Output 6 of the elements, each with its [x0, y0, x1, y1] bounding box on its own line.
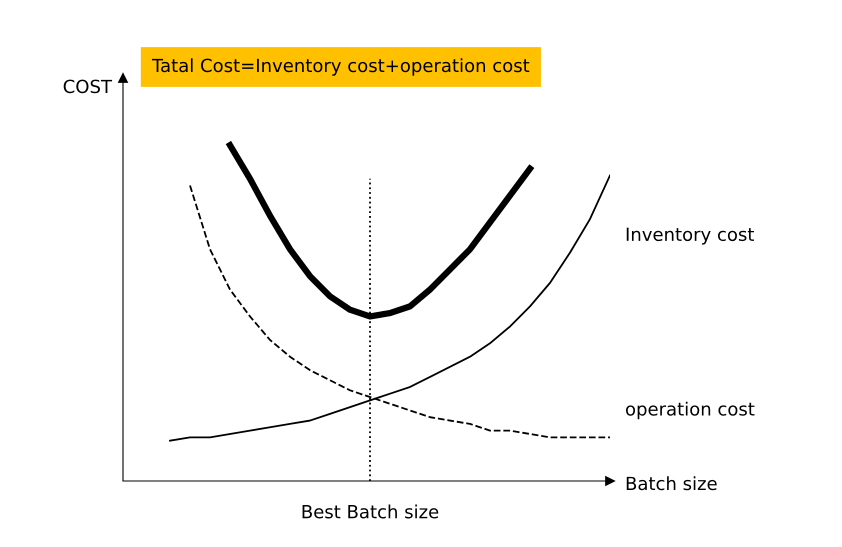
series-label: operation cost [626, 402, 754, 420]
y-axis-title: COST [64, 80, 112, 94]
text: Inventory cost [626, 228, 754, 245]
x-axis-title: Batch size [626, 476, 717, 490]
chart-title: Tatal Cost=Inventory cost+operation cost [152, 58, 530, 76]
text: Best Batch size [302, 504, 438, 518]
